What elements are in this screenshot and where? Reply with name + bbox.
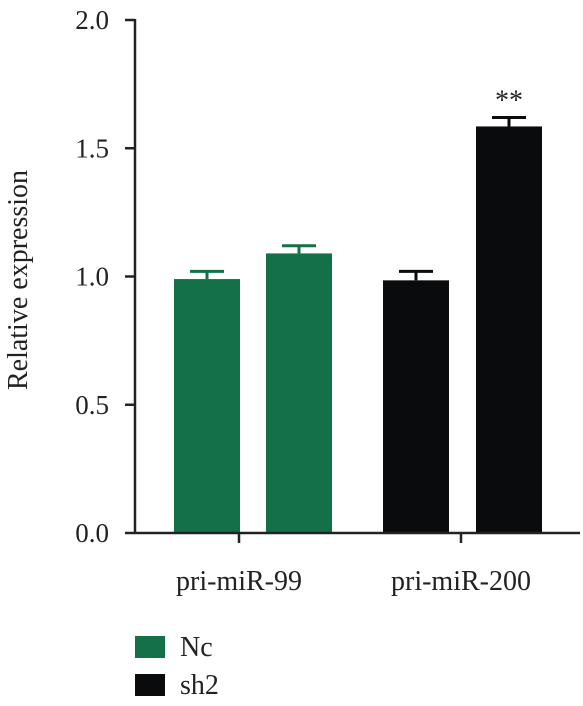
y-tick-label: 1.5 [75,133,109,163]
legend-label-sh2: sh2 [180,670,219,701]
bar-3 [383,280,449,533]
legend-label-nc: Nc [180,632,213,663]
y-tick-label: 1.0 [75,262,109,292]
x-tick-label: pri-miR-99 [176,566,302,597]
legend-swatch-nc [135,636,165,658]
bar-1 [174,279,240,533]
significance-label: ** [495,85,523,116]
y-tick-label: 0.5 [75,390,109,420]
x-tick-label: pri-miR-200 [391,566,531,597]
bars-layer [174,115,542,534]
legend: Nc sh2 [135,632,219,701]
y-axis-label: Relative expression [3,170,34,390]
y-tick-label: 2.0 [75,5,109,35]
legend-swatch-sh2 [135,674,165,696]
bar-2 [266,253,332,534]
y-tick-label: 0.0 [75,518,109,548]
axes-layer [125,18,580,543]
labels-layer: ** 0.0 0.5 1.0 1.5 2.0 pri-miR-99 pri-miR-200 [75,5,531,597]
bar-4 [476,126,542,533]
